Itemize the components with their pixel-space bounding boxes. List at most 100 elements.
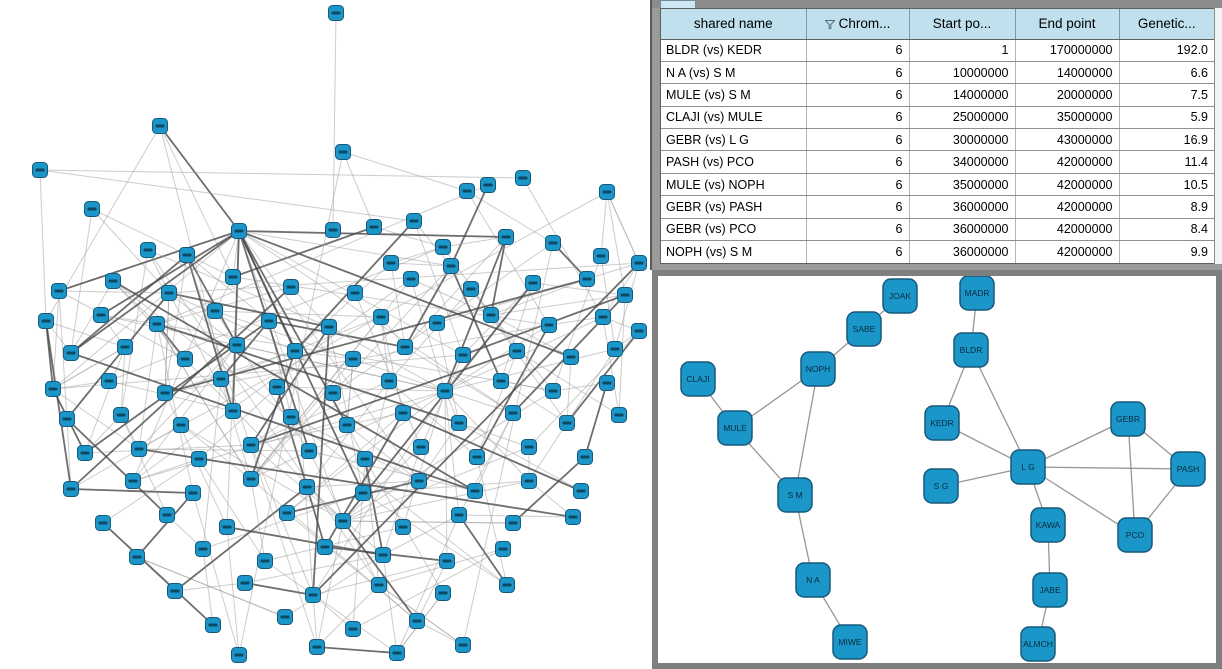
network-node[interactable] (355, 485, 371, 501)
network-node[interactable] (105, 273, 121, 289)
network-node[interactable] (173, 417, 189, 433)
network-node[interactable] (317, 539, 333, 555)
network-node[interactable] (395, 405, 411, 421)
network-node[interactable] (299, 479, 315, 495)
table-row[interactable]: GEBR (vs) L G 6 30000000 43000000 16.9 (661, 128, 1214, 152)
node-shape[interactable] (1170, 451, 1206, 487)
network-node[interactable] (95, 515, 111, 531)
network-node[interactable] (63, 345, 79, 361)
network-node[interactable] (366, 219, 382, 235)
network-node[interactable] (411, 473, 427, 489)
network-node[interactable] (455, 637, 471, 653)
network-node-kawa[interactable]: KAWA (1030, 507, 1066, 543)
network-node[interactable] (383, 255, 399, 271)
node-shape[interactable] (846, 311, 882, 347)
network-node[interactable] (45, 381, 61, 397)
network-node[interactable] (381, 373, 397, 389)
network-node[interactable] (469, 449, 485, 465)
network-node-miwe[interactable]: MIWE (832, 624, 868, 660)
node-shape[interactable] (1030, 507, 1066, 543)
column-header-chrom[interactable]: Chrom... (806, 9, 910, 40)
table-row[interactable]: MULE (vs) NOPH 6 35000000 42000000 10.5 (661, 173, 1214, 197)
node-shape[interactable] (1020, 626, 1056, 662)
network-node[interactable] (140, 242, 156, 258)
network-node[interactable] (579, 271, 595, 287)
network-node[interactable] (191, 451, 207, 467)
network-node[interactable] (617, 287, 633, 303)
network-node[interactable] (243, 437, 259, 453)
network-node[interactable] (231, 223, 247, 239)
network-node[interactable] (213, 371, 229, 387)
network-node[interactable] (525, 275, 541, 291)
network-node[interactable] (63, 481, 79, 497)
network-node-mule[interactable]: MULE (717, 410, 753, 446)
network-node[interactable] (611, 407, 627, 423)
network-node[interactable] (279, 505, 295, 521)
network-node[interactable] (339, 417, 355, 433)
network-node[interactable] (573, 483, 589, 499)
network-node[interactable] (149, 316, 165, 332)
table-row[interactable]: PASH (vs) PCO 6 34000000 42000000 11.4 (661, 150, 1214, 174)
network-node[interactable] (77, 445, 93, 461)
network-node-almch[interactable]: ALMCH (1020, 626, 1056, 662)
node-shape[interactable] (923, 468, 959, 504)
filter-icon[interactable] (824, 20, 835, 30)
network-node[interactable] (283, 409, 299, 425)
node-shape[interactable] (795, 562, 831, 598)
network-node[interactable] (195, 541, 211, 557)
network-node-jabe[interactable]: JABE (1032, 572, 1068, 608)
network-node[interactable] (435, 239, 451, 255)
main-network-canvas[interactable] (0, 0, 650, 669)
network-node-kedr[interactable]: KEDR (924, 405, 960, 441)
network-node[interactable] (159, 507, 175, 523)
column-header-sharedname[interactable]: shared name (661, 9, 807, 40)
panel-tab-chip[interactable] (660, 0, 696, 8)
network-node[interactable] (357, 451, 373, 467)
network-node[interactable] (509, 343, 525, 359)
network-node[interactable] (505, 515, 521, 531)
network-node[interactable] (229, 337, 245, 353)
network-node[interactable] (38, 313, 54, 329)
network-node[interactable] (261, 313, 277, 329)
table-scrollbar[interactable] (1214, 8, 1222, 264)
network-node-lg[interactable]: L G (1010, 449, 1046, 485)
network-node[interactable] (152, 118, 168, 134)
network-node[interactable] (480, 177, 496, 193)
network-node[interactable] (435, 585, 451, 601)
network-node[interactable] (84, 201, 100, 217)
table-row[interactable]: CLAJI (vs) MULE 6 25000000 35000000 5.9 (661, 106, 1214, 130)
network-node[interactable] (413, 439, 429, 455)
network-node[interactable] (205, 617, 221, 633)
network-node-claji[interactable]: CLAJI (680, 361, 716, 397)
network-node[interactable] (599, 375, 615, 391)
network-node[interactable] (321, 319, 337, 335)
network-node[interactable] (335, 144, 351, 160)
node-shape[interactable] (832, 624, 868, 660)
network-node[interactable] (117, 339, 133, 355)
main-network-view[interactable] (0, 0, 650, 669)
network-node[interactable] (345, 621, 361, 637)
network-node[interactable] (243, 471, 259, 487)
network-node[interactable] (493, 373, 509, 389)
node-shape[interactable] (1117, 517, 1153, 553)
network-node[interactable] (131, 441, 147, 457)
network-node[interactable] (437, 383, 453, 399)
network-node[interactable] (505, 405, 521, 421)
node-shape[interactable] (717, 410, 753, 446)
node-shape[interactable] (800, 351, 836, 387)
network-node[interactable] (563, 349, 579, 365)
network-node[interactable] (631, 255, 647, 271)
network-node[interactable] (177, 351, 193, 367)
network-node[interactable] (545, 235, 561, 251)
network-node[interactable] (161, 285, 177, 301)
network-node-pco[interactable]: PCO (1117, 517, 1153, 553)
network-node[interactable] (521, 439, 537, 455)
network-node-sabe[interactable]: SABE (846, 311, 882, 347)
network-node[interactable] (179, 247, 195, 263)
node-shape[interactable] (680, 361, 716, 397)
network-node[interactable] (409, 613, 425, 629)
network-node-sm[interactable]: S M (777, 477, 813, 513)
network-node[interactable] (225, 269, 241, 285)
network-node[interactable] (451, 415, 467, 431)
network-node[interactable] (325, 222, 341, 238)
